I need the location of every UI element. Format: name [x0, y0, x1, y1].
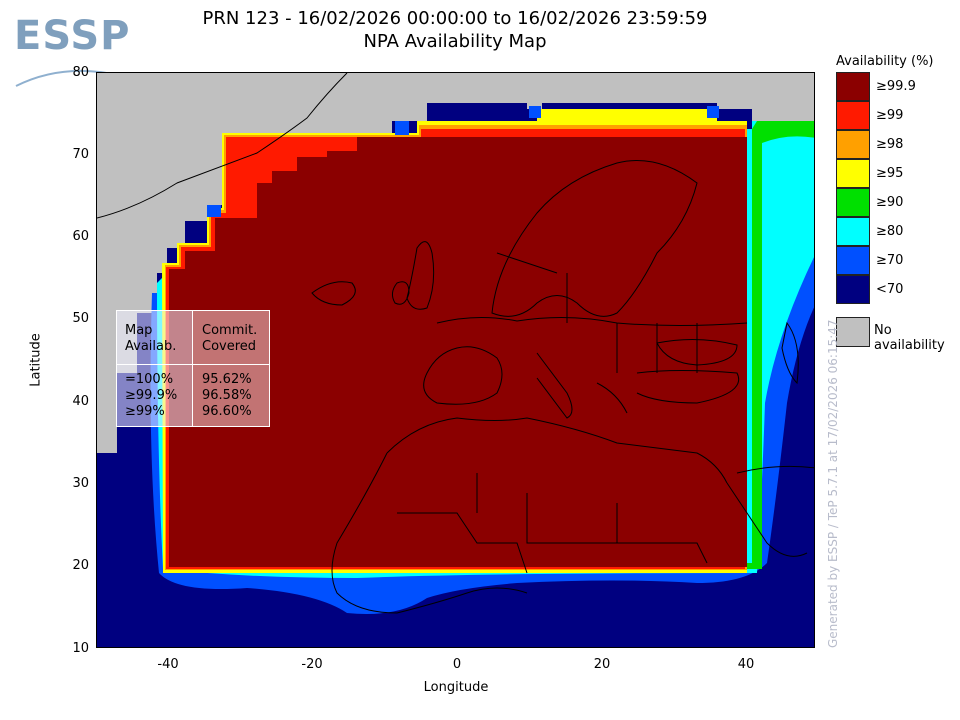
legend-label: <70 [876, 282, 904, 297]
x-tick-label: -20 [301, 657, 323, 672]
info-header-text: Availab. [125, 339, 177, 354]
legend-title: Availability (%) [836, 54, 934, 69]
notch-blue [529, 106, 541, 118]
legend-swatch [836, 188, 870, 217]
info-row-map: =100% [125, 372, 174, 387]
legend-label: ≥98 [876, 137, 904, 152]
coastlines [97, 73, 814, 614]
availability-map[interactable] [96, 72, 815, 648]
info-header-map: Map Availab. [116, 310, 192, 364]
legend-label: ≥90 [876, 195, 904, 210]
x-tick-label: 0 [452, 657, 462, 672]
y-tick-label: 40 [72, 394, 89, 409]
legend-label: ≥80 [876, 224, 904, 239]
info-covered-values: 95.62% 96.58% 96.60% [193, 365, 270, 427]
legend-label: ≥95 [876, 166, 904, 181]
y-tick-label: 80 [72, 65, 89, 80]
info-row-covered: 96.58% [202, 388, 252, 403]
notch-blue [707, 106, 719, 118]
legend-swatch [836, 275, 870, 304]
map-canvas [97, 73, 814, 647]
legend-swatch [836, 246, 870, 275]
notch-blue [395, 121, 409, 135]
legend-swatch-no-availability [836, 317, 870, 347]
legend-label: ≥99.9 [876, 79, 916, 94]
coverage-info-box: Map Availab. Commit. Covered =100% ≥99.9… [116, 310, 270, 427]
legend-swatch [836, 159, 870, 188]
x-tick-label: -40 [157, 657, 179, 672]
legend-label: ≥70 [876, 253, 904, 268]
info-row-covered: 95.62% [202, 372, 252, 387]
band-80 [157, 121, 814, 578]
no-availability-region [97, 73, 814, 453]
notch-blue [207, 205, 221, 217]
legend-swatch [836, 217, 870, 246]
legend-swatch [836, 130, 870, 159]
y-axis-label: Latitude [28, 333, 44, 387]
legend-swatch [836, 72, 870, 101]
info-row-map: ≥99.9% [125, 388, 178, 403]
y-tick-label: 10 [72, 641, 89, 656]
band-99-9 [169, 137, 747, 567]
generated-by-credit: Generated by ESSP / TeP 5.7.1 at 17/02/2… [826, 319, 840, 648]
essp-logo: ESSP [14, 13, 154, 87]
info-header-text: Commit. [202, 323, 258, 338]
logo-text: ESSP [14, 13, 131, 59]
legend-label-no-availability: No availability [874, 323, 945, 353]
y-tick-label: 30 [72, 476, 89, 491]
y-tick-label: 70 [72, 147, 89, 162]
y-tick-label: 20 [72, 558, 89, 573]
info-header-text: Covered [202, 339, 257, 354]
info-divider [192, 310, 193, 427]
map-title: PRN 123 - 16/02/2026 00:00:00 to 16/02/2… [202, 8, 708, 29]
x-axis-label: Longitude [423, 680, 489, 695]
info-map-values: =100% ≥99.9% ≥99% [116, 365, 192, 427]
info-header-text: Map [125, 323, 153, 338]
info-divider [116, 364, 270, 365]
legend-swatch [836, 101, 870, 130]
x-tick-label: 20 [593, 657, 611, 672]
map-subtitle: NPA Availability Map [363, 31, 547, 52]
band-70 [150, 248, 814, 615]
x-tick-label: 40 [737, 657, 755, 672]
info-header-covered: Commit. Covered [193, 310, 270, 364]
info-row-map: ≥99% [125, 404, 165, 419]
y-tick-label: 50 [72, 311, 89, 326]
legend-label: ≥99 [876, 108, 904, 123]
info-row-covered: 96.60% [202, 404, 252, 419]
y-tick-label: 60 [72, 229, 89, 244]
